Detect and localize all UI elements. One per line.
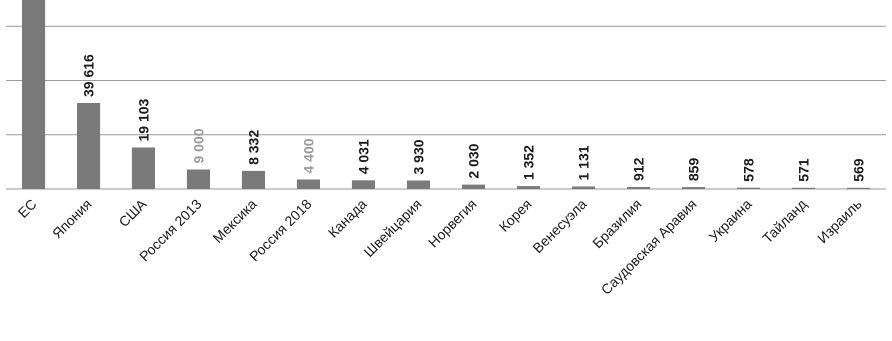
value-label-5: 4 400 [301, 138, 317, 173]
category-label-12: Саудовская Аравия [598, 196, 700, 298]
category-label-15: Израиль [814, 196, 864, 246]
bar-9 [517, 186, 541, 189]
category-label-7: Швейцария [360, 196, 424, 260]
category-label-6: Канада [325, 196, 370, 241]
value-label-3: 9 000 [191, 128, 207, 163]
value-label-13: 578 [741, 158, 757, 182]
value-label-11: 912 [631, 157, 647, 181]
category-label-9: Корея [496, 196, 535, 235]
category-label-13: Украина [706, 196, 755, 245]
value-label-8: 2 030 [466, 143, 482, 178]
bar-4 [241, 170, 265, 189]
value-label-2: 19 103 [136, 98, 152, 141]
bar-12 [682, 187, 706, 189]
category-label-0: ЕС [15, 196, 40, 221]
category-label-11: Бразилия [589, 196, 644, 251]
value-label-10: 1 131 [576, 145, 592, 180]
bar-15 [847, 187, 871, 189]
value-label-4: 8 332 [246, 130, 262, 165]
category-label-4: Мексика [209, 196, 259, 246]
category-label-10: Венесуэла [529, 196, 589, 256]
value-label-12: 859 [686, 158, 702, 182]
bar-14 [792, 187, 816, 189]
value-label-15: 569 [851, 158, 867, 182]
bar-3 [186, 169, 210, 189]
bar-2 [131, 147, 155, 189]
bar-5 [296, 179, 320, 189]
category-label-14: Тайланд [759, 196, 809, 246]
bar-6 [351, 180, 375, 189]
value-label-1: 39 616 [81, 54, 97, 97]
category-label-8: Норвегия [425, 196, 480, 251]
value-label-7: 3 930 [411, 139, 427, 174]
bar-10 [572, 186, 596, 189]
value-label-14: 571 [796, 158, 812, 182]
value-label-9: 1 352 [521, 145, 537, 180]
bar-13 [737, 187, 761, 189]
category-label-1: Япония [49, 196, 95, 242]
bar-0 [22, 0, 46, 190]
category-label-2: США [115, 195, 150, 230]
bar-7 [406, 180, 430, 189]
bar-1 [77, 103, 101, 189]
value-label-6: 4 031 [356, 139, 372, 174]
bar-8 [461, 184, 485, 189]
bar-11 [627, 187, 651, 189]
